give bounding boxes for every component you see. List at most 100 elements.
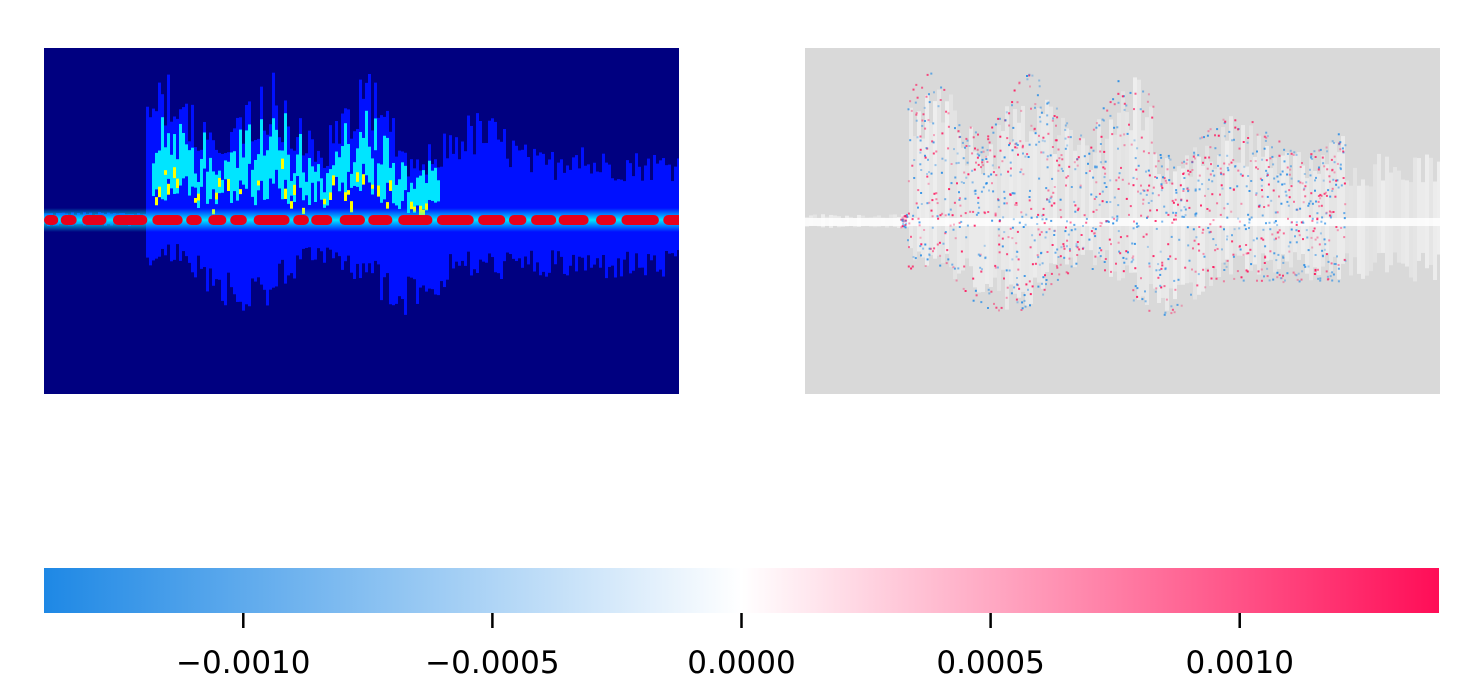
attribution-speckle bbox=[1174, 257, 1177, 260]
attribution-speckle bbox=[939, 214, 942, 217]
attribution-speckle bbox=[997, 205, 1000, 208]
attribution-speckle bbox=[983, 244, 986, 247]
attribution-speckle bbox=[1077, 156, 1080, 159]
attribution-haze-column bbox=[1381, 180, 1385, 253]
attribution-speckle bbox=[1056, 266, 1059, 269]
attribution-speckle bbox=[1099, 255, 1102, 258]
attribution-speckle bbox=[1226, 259, 1229, 262]
attribution-speckle bbox=[1299, 181, 1302, 184]
attribution-speckle bbox=[1123, 108, 1126, 111]
attribution-speckle bbox=[1340, 184, 1343, 187]
attribution-speckle bbox=[1093, 198, 1096, 200]
attribution-speckle bbox=[1293, 200, 1295, 203]
attribution-speckle bbox=[1017, 144, 1019, 146]
attribution-speckle bbox=[1025, 213, 1028, 216]
spectrogram-cyan-column bbox=[329, 169, 332, 194]
attribution-speckle bbox=[992, 171, 995, 174]
attribution-speckle bbox=[980, 270, 983, 273]
attribution-haze-column bbox=[1261, 156, 1265, 254]
attribution-speckle bbox=[1318, 166, 1320, 169]
attribution-speckle bbox=[1232, 188, 1235, 191]
attribution-speckle bbox=[1148, 262, 1151, 265]
attribution-speckle bbox=[1035, 143, 1038, 146]
spectrogram-cyan-column bbox=[362, 137, 365, 164]
attribution-speckle bbox=[910, 267, 913, 270]
attribution-speckle bbox=[1104, 269, 1106, 272]
attribution-speckle bbox=[1322, 162, 1325, 165]
attribution-speckle bbox=[1314, 179, 1316, 182]
attribution-speckle bbox=[1207, 227, 1210, 229]
spectrogram-panel bbox=[44, 48, 679, 394]
attribution-speckle bbox=[1209, 230, 1212, 233]
attribution-speckle bbox=[939, 254, 942, 257]
attribution-speckle bbox=[1098, 203, 1101, 206]
spectrogram-cyan-column bbox=[251, 169, 254, 197]
attribution-speckle bbox=[1261, 189, 1263, 192]
spectrogram-column bbox=[248, 101, 251, 307]
attribution-speckle bbox=[955, 279, 958, 282]
attribution-haze-column bbox=[1181, 168, 1185, 285]
spectrogram-yellow-speckle bbox=[344, 192, 347, 201]
attribution-speckle bbox=[1319, 279, 1322, 282]
attribution-speckle bbox=[1152, 255, 1155, 258]
spectrogram-band-segment bbox=[596, 215, 617, 225]
attribution-speckle bbox=[1016, 101, 1019, 104]
attribution-speckle bbox=[1302, 221, 1305, 224]
attribution-speckle bbox=[991, 126, 994, 129]
attribution-speckle bbox=[1160, 156, 1163, 159]
attribution-speckle bbox=[1100, 249, 1103, 252]
spectrogram-column bbox=[380, 115, 383, 301]
attribution-speckle bbox=[1305, 229, 1308, 232]
attribution-speckle bbox=[1179, 184, 1182, 187]
spectrogram-column bbox=[524, 144, 527, 257]
attribution-speckle bbox=[1321, 249, 1324, 252]
attribution-speckle bbox=[1198, 249, 1201, 252]
attribution-speckle bbox=[1128, 123, 1130, 126]
attribution-speckle bbox=[1050, 272, 1053, 275]
attribution-speckle bbox=[1183, 177, 1186, 179]
attribution-speckle bbox=[1132, 227, 1135, 230]
attribution-speckle bbox=[977, 163, 980, 166]
spectrogram-column bbox=[602, 153, 605, 255]
attribution-speckle bbox=[1311, 246, 1314, 249]
attribution-speckle bbox=[1063, 256, 1066, 259]
attribution-speckle bbox=[1186, 186, 1189, 189]
attribution-speckle bbox=[1187, 169, 1190, 172]
attribution-speckle bbox=[924, 154, 926, 157]
attribution-speckle bbox=[1076, 209, 1079, 212]
attribution-speckle bbox=[1223, 162, 1226, 165]
attribution-speckle bbox=[994, 264, 997, 267]
attribution-speckle bbox=[922, 113, 925, 116]
attribution-speckle bbox=[1219, 167, 1222, 170]
attribution-speckle bbox=[1009, 174, 1012, 177]
attribution-speckle bbox=[965, 137, 968, 140]
attribution-speckle bbox=[1021, 146, 1024, 149]
attribution-speckle bbox=[1297, 272, 1300, 275]
attribution-speckle bbox=[1295, 153, 1298, 156]
attribution-speckle bbox=[1215, 277, 1218, 280]
attribution-speckle bbox=[1266, 195, 1269, 198]
attribution-haze-column bbox=[833, 215, 837, 226]
attribution-speckle bbox=[987, 288, 990, 291]
attribution-speckle bbox=[1023, 275, 1026, 277]
attribution-speckle bbox=[1195, 236, 1198, 239]
attribution-speckle bbox=[1219, 213, 1222, 216]
attribution-speckle bbox=[1005, 202, 1008, 205]
attribution-speckle bbox=[1155, 227, 1158, 230]
attribution-speckle bbox=[1127, 251, 1129, 254]
attribution-speckle bbox=[1070, 229, 1073, 232]
attribution-speckle bbox=[1311, 217, 1314, 220]
attribution-speckle bbox=[915, 83, 918, 86]
attribution-haze-column bbox=[853, 217, 857, 228]
attribution-speckle bbox=[1315, 200, 1317, 203]
attribution-speckle bbox=[1118, 172, 1121, 175]
attribution-speckle bbox=[1166, 168, 1169, 171]
attribution-speckle bbox=[1041, 262, 1044, 265]
attribution-speckle bbox=[1125, 257, 1128, 260]
attribution-speckle bbox=[1016, 144, 1019, 146]
attribution-speckle bbox=[907, 108, 910, 111]
spectrogram-yellow-speckle bbox=[239, 189, 242, 195]
attribution-speckle bbox=[1011, 258, 1014, 261]
attribution-speckle bbox=[1157, 276, 1160, 279]
attribution-speckle bbox=[1298, 234, 1301, 237]
